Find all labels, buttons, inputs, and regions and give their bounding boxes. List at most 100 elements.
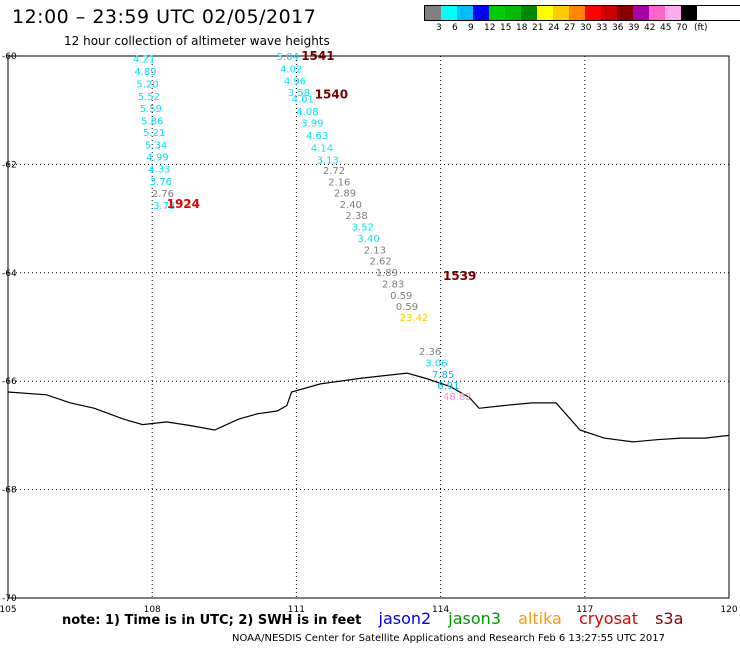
legend-tick-label: 24: [548, 23, 560, 33]
legend-tick-label: 42: [644, 23, 656, 33]
pass-time-label: 1541: [301, 49, 334, 63]
footer-note: note: 1) Time is in UTC; 2) SWH is in fe…: [62, 613, 362, 628]
wave-height-value: 2.38: [345, 211, 367, 222]
legend-swatch: [457, 6, 473, 20]
pass-time-label: 1540: [315, 87, 348, 101]
pass-time-label: 1924: [167, 197, 200, 211]
color-legend: 3 6 9 12 15 18 21 24 27 30 33 36 39 42 45 70 (ft): [424, 5, 740, 35]
legend-tick-labels: 3 6 9 12 15 18 21 24 27 30 33 36 39 42 45 70 (ft): [424, 21, 740, 35]
longitude-tick-label: 111: [288, 605, 305, 615]
latitude-tick-label: -68: [2, 486, 17, 496]
wave-height-value: 7.85: [432, 370, 454, 381]
wave-height-value: 4.89: [134, 67, 156, 78]
legend-tick-label: 9: [468, 23, 474, 33]
legend-tick-label: 33: [596, 23, 608, 33]
pass-time-label: 1539: [443, 269, 476, 283]
legend-tick-label: 36: [612, 23, 624, 33]
wave-height-value: 2.16: [328, 178, 350, 189]
wave-height-value: 0.59: [390, 291, 412, 302]
longitude-tick-label: 114: [432, 605, 449, 615]
longitude-tick-label: 117: [576, 605, 593, 615]
legend-swatch: [441, 6, 457, 20]
wave-height-value: 4.99: [146, 153, 168, 164]
wave-height-value: 3.06: [425, 359, 447, 370]
legend-tick-label: 15: [500, 23, 512, 33]
wave-height-value: 4.01: [292, 95, 314, 106]
wave-height-value: 4.33: [148, 165, 170, 176]
legend-unit-label: (ft): [694, 23, 708, 33]
satellite-label-jason2: jason2: [378, 609, 432, 628]
legend-swatch: [601, 6, 617, 20]
wave-height-value: 2.13: [364, 245, 386, 256]
legend-swatch: [521, 6, 537, 20]
map-frame: [7, 55, 730, 599]
wave-height-value: 3.40: [357, 234, 379, 245]
legend-swatch: [681, 6, 697, 20]
wave-height-value: 5.86: [141, 116, 163, 127]
wave-height-value: 2.83: [382, 279, 404, 290]
wave-height-value: 4.08: [296, 107, 318, 118]
longitude-tick-label: 108: [144, 605, 161, 615]
wave-height-value: 1.89: [376, 268, 398, 279]
legend-swatch: [505, 6, 521, 20]
wave-height-value: 5.34: [145, 141, 167, 152]
wave-height-value: 2.76: [152, 189, 174, 200]
legend-tick-label: 21: [532, 23, 544, 33]
legend-swatch: [665, 6, 681, 20]
wave-height-value: 4.14: [311, 143, 333, 154]
wave-height-value: 23.42: [400, 313, 429, 324]
wave-height-value: 3.13: [317, 155, 339, 166]
credit-line: NOAA/NESDIS Center for Satellite Applica…: [232, 633, 665, 644]
legend-swatch: [617, 6, 633, 20]
legend-tick-label: 70: [676, 23, 688, 33]
legend-swatch: [649, 6, 665, 20]
satellite-label-jason3: jason3: [448, 609, 501, 628]
wave-height-value: 3.73: [153, 201, 175, 212]
legend-swatch: [569, 6, 585, 20]
legend-swatch: [553, 6, 569, 20]
wave-height-value: 2.89: [334, 188, 356, 199]
satellite-label-cryosat: cryosat: [578, 609, 638, 628]
legend-tick-label: 12: [484, 23, 496, 33]
wave-height-value: 5.21: [143, 128, 165, 139]
wave-height-value: 4.63: [306, 131, 328, 142]
wave-height-value: 5.59: [140, 104, 162, 115]
antarctic-coastline: [7, 372, 730, 443]
wave-height-value: 48.82: [443, 392, 472, 403]
wave-height-value: 4.21: [133, 55, 155, 66]
wave-height-value: 2.62: [369, 257, 391, 268]
longitude-tick-label: 120: [720, 605, 737, 615]
wave-height-value: 3.99: [301, 118, 323, 129]
legend-swatch: [489, 6, 505, 20]
wave-height-value: 2.40: [340, 200, 362, 211]
latitude-tick-label: -60: [2, 52, 17, 62]
latitude-tick-label: -64: [2, 269, 17, 279]
chart-title: 12:00 – 23:59 UTC 02/05/2017: [12, 6, 317, 28]
latitude-tick-label: -62: [2, 160, 17, 170]
legend-swatch: [585, 6, 601, 20]
wave-height-value: 2.36: [419, 347, 441, 358]
legend-tick-label: 27: [564, 23, 576, 33]
wave-height-value: 4.02: [280, 64, 302, 75]
longitude-tick-label: 105: [0, 605, 17, 615]
legend-swatch: [633, 6, 649, 20]
wave-height-value: 3.52: [352, 223, 374, 234]
chart-subtitle: 12 hour collection of altimeter wave hei…: [64, 34, 330, 48]
wave-height-value: 5.20: [136, 79, 158, 90]
legend-tick-label: 30: [580, 23, 592, 33]
latitude-tick-label: -66: [2, 377, 17, 387]
wave-height-value: 2.72: [323, 166, 345, 177]
satellite-label-altika: altika: [518, 609, 562, 628]
legend-tick-label: 39: [628, 23, 640, 33]
wave-height-value: 5.52: [138, 92, 160, 103]
legend-tick-label: 45: [660, 23, 672, 33]
wave-height-value: 0.59: [396, 302, 418, 313]
wave-height-value: 4.96: [284, 77, 306, 88]
legend-tick-label: 18: [516, 23, 528, 33]
latitude-tick-label: -70: [2, 594, 17, 604]
legend-tick-label: 3: [436, 23, 442, 33]
wave-height-value: 6.91: [437, 381, 459, 392]
legend-swatch: [425, 6, 441, 20]
legend-tick-label: 6: [452, 23, 458, 33]
